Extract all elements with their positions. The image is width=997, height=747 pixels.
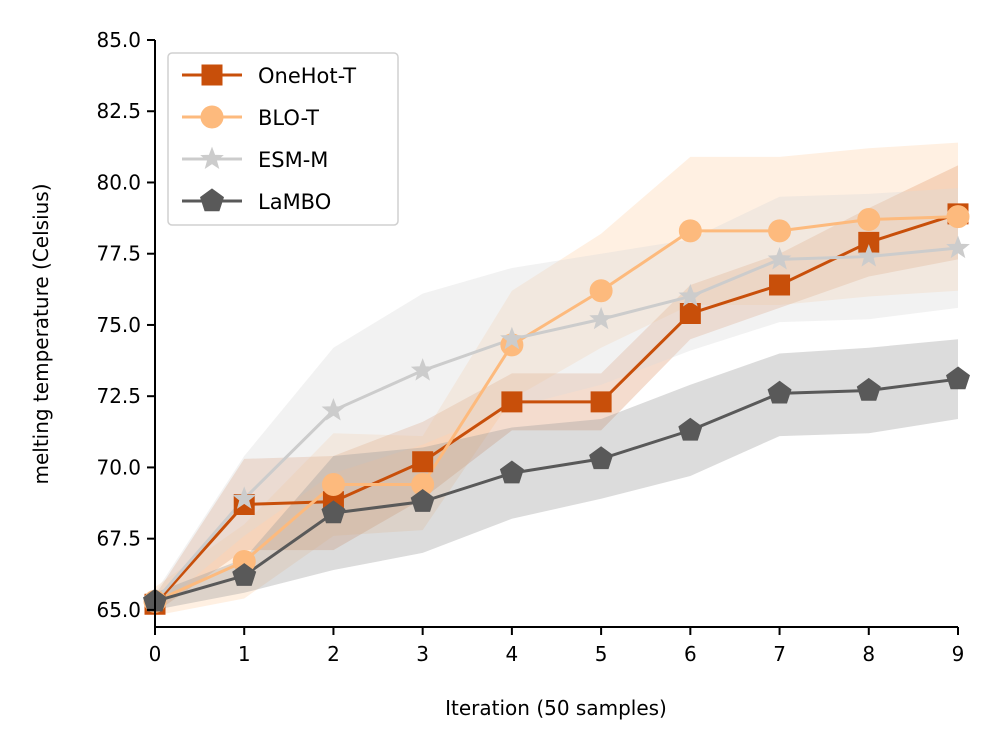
y-axis-title: melting temperature (Celsius) <box>29 183 53 484</box>
point-onehot-t-3 <box>412 451 434 473</box>
point-onehot-t-4 <box>501 391 523 413</box>
point-lambo-1 <box>232 563 257 586</box>
point-blo-t-5 <box>589 279 613 303</box>
point-onehot-t-6 <box>679 303 701 325</box>
legend-label-blo-t: BLO-T <box>258 106 319 130</box>
line-esm-m <box>153 246 959 603</box>
legend-marker-esm-m <box>200 146 224 170</box>
line-blo-t <box>154 215 959 603</box>
y-tick-label: 67.5 <box>96 527 141 551</box>
point-lambo-9 <box>946 366 970 390</box>
x-tick-label: 7 <box>773 642 786 666</box>
point-lambo-6 <box>678 417 703 441</box>
legend-label-lambo: LaMBO <box>258 190 331 214</box>
y-tick-label: 77.5 <box>96 242 141 266</box>
point-blo-t-9 <box>946 205 970 229</box>
x-axis-title: Iteration (50 samples) <box>445 696 667 720</box>
x-tick-label: 3 <box>416 642 429 666</box>
x-tick-label: 4 <box>506 642 519 666</box>
x-tick-label: 0 <box>149 642 162 666</box>
series-lines <box>153 212 959 606</box>
point-esm-m-1 <box>232 486 257 509</box>
y-tick-label: 70.0 <box>96 455 141 479</box>
x-tick-label: 5 <box>595 642 608 666</box>
point-blo-t-8 <box>857 208 881 232</box>
series-markers <box>143 203 970 615</box>
point-lambo-4 <box>499 460 524 484</box>
point-blo-t-6 <box>678 219 702 243</box>
y-tick-label: 75.0 <box>96 313 141 337</box>
legend-label-esm-m: ESM-M <box>258 148 328 172</box>
y-tick-label: 85.0 <box>96 28 141 52</box>
point-esm-m-7 <box>767 246 792 270</box>
x-tick-label: 9 <box>952 642 965 666</box>
point-blo-t-7 <box>768 219 792 243</box>
band-blo-t <box>155 142 958 616</box>
legend-box <box>167 52 399 226</box>
y-tick-label: 72.5 <box>96 384 141 408</box>
line-lambo <box>154 377 959 603</box>
x-tick-label: 6 <box>684 642 697 666</box>
point-onehot-t-8 <box>858 231 880 253</box>
x-tick-label: 8 <box>862 642 875 666</box>
legend-marker-onehot-t <box>201 64 223 86</box>
point-esm-m-6 <box>678 284 703 307</box>
point-esm-m-2 <box>321 398 346 421</box>
point-lambo-3 <box>410 489 435 512</box>
axes: 65.0 67.5 70.0 72.5 75.0 77.5 80.0 82.5 85.0 0 1 2 3… <box>96 28 964 666</box>
legend: OneHot-T BLO-T ESM-M LaMBO <box>167 52 399 226</box>
y-tick-label: 82.5 <box>96 99 141 123</box>
point-lambo-2 <box>321 500 346 524</box>
band-lambo <box>155 339 958 610</box>
point-esm-m-5 <box>589 306 613 330</box>
legend-marker-blo-t <box>200 105 224 129</box>
band-onehot-t <box>155 165 958 613</box>
point-lambo-8 <box>856 377 881 401</box>
point-esm-m-8 <box>856 244 881 267</box>
point-esm-m-4 <box>500 326 524 350</box>
point-onehot-t-7 <box>769 274 791 296</box>
y-tick-label: 65.0 <box>96 598 141 622</box>
point-blo-t-2 <box>321 473 345 497</box>
line-onehot-t <box>153 212 959 606</box>
point-lambo-7 <box>767 380 792 404</box>
point-esm-m-9 <box>946 235 970 259</box>
point-onehot-t-5 <box>590 391 612 413</box>
point-lambo-5 <box>589 446 614 470</box>
x-tick-label: 1 <box>238 642 251 666</box>
x-tick-label: 2 <box>327 642 340 666</box>
legend-label-onehot-t: OneHot-T <box>258 64 356 88</box>
point-esm-m-3 <box>410 358 435 381</box>
y-tick-label: 80.0 <box>96 170 141 194</box>
legend-marker-lambo <box>200 188 224 212</box>
